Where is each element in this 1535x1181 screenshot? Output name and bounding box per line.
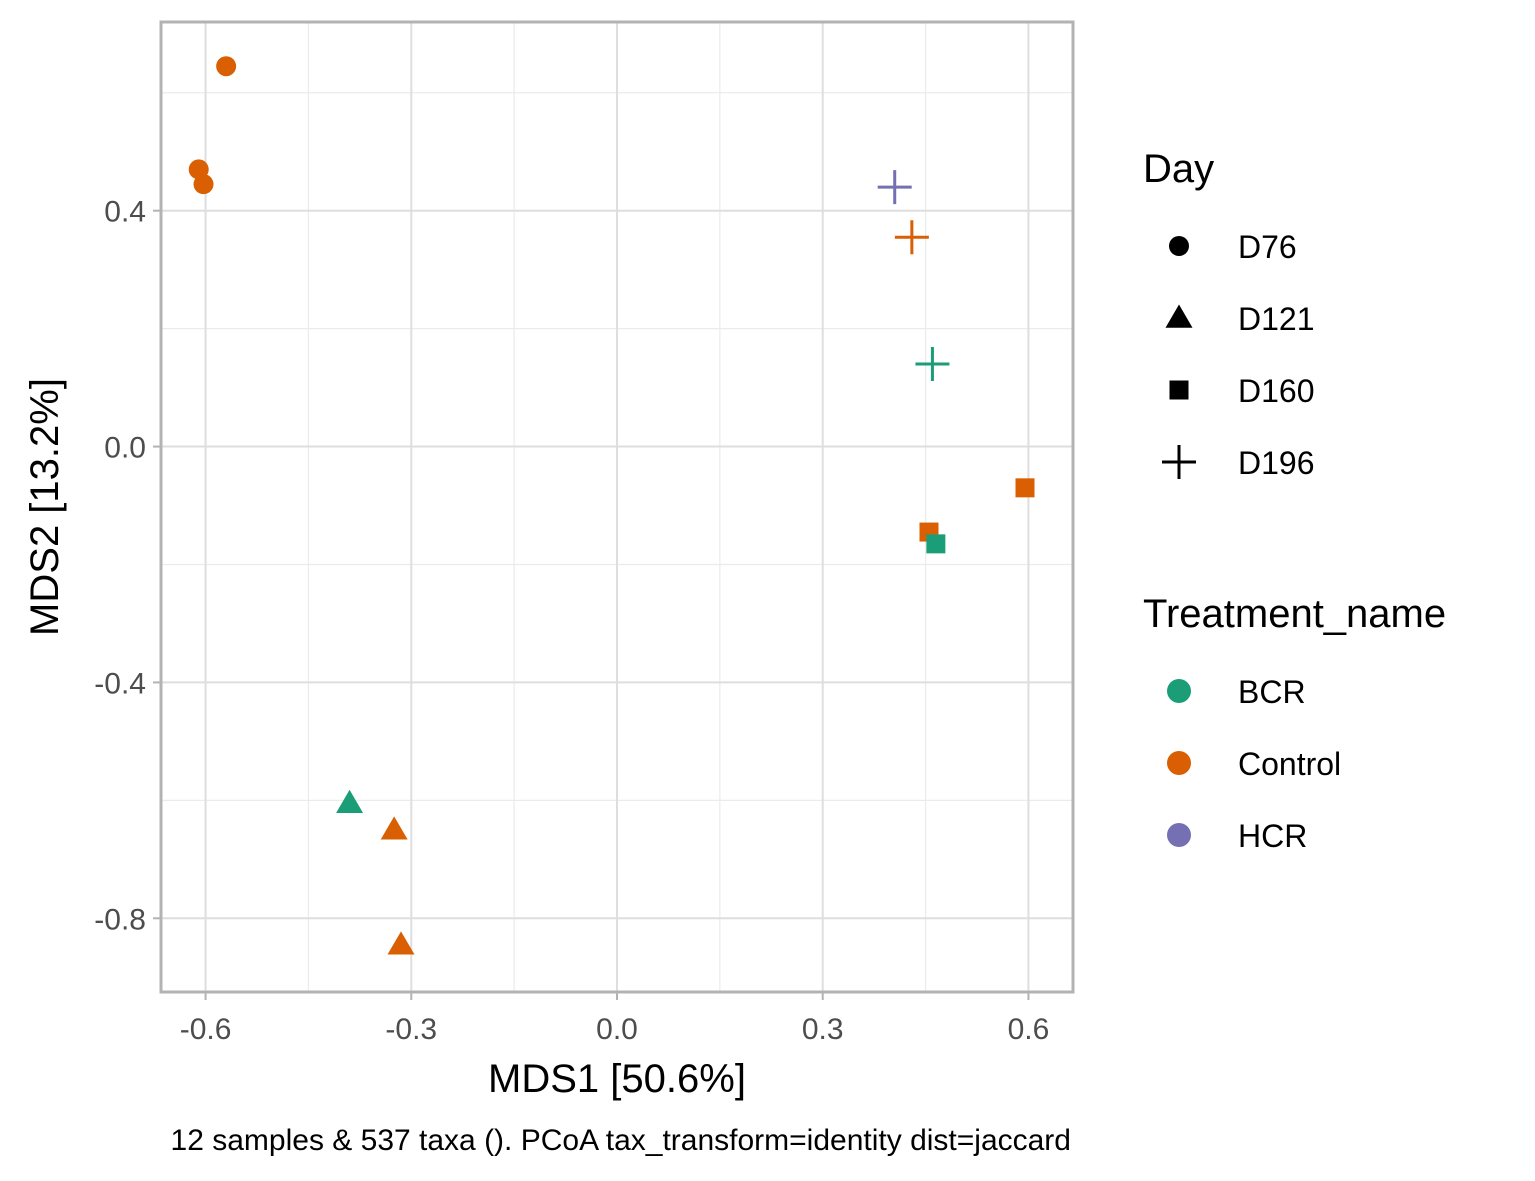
legend-key-d160-square-icon [1169,380,1189,400]
legend-label-bcr: BCR [1238,674,1306,710]
legend: Day D76 D121 D160 D196 Treatment_name BCR Contr… [1143,147,1446,854]
legend-label-hcr: HCR [1238,818,1307,854]
legend-label-d76: D76 [1238,229,1297,265]
data-points [188,56,1035,955]
data-point-d121-bcr [336,789,364,814]
x-tick-label: 0.6 [1008,1013,1050,1046]
legend-label-d160: D160 [1238,373,1315,409]
legend-title-day: Day [1143,147,1214,191]
x-tick-label: -0.3 [385,1013,437,1046]
data-point-d196-control [894,220,929,255]
x-tick-label: 0.0 [596,1013,638,1046]
data-point-d121-control [380,816,408,840]
data-point-d196-hcr [877,170,912,205]
x-axis-ticks: -0.6 -0.3 0.0 0.3 0.6 [180,992,1050,1046]
legend-key-d76-circle-icon [1169,236,1189,256]
legend-key-control-circle-icon [1167,751,1191,775]
legend-key-d196-plus-icon [1162,445,1196,479]
x-axis-label: MDS1 [50.6%] [488,1057,746,1101]
data-point-d121-control [387,931,415,955]
legend-label-d121: D121 [1238,301,1315,337]
y-axis-ticks: -0.8 -0.4 0.0 0.4 [94,196,161,936]
legend-key-bcr-circle-icon [1167,679,1191,703]
data-point-d160-control [1015,478,1035,498]
y-tick-label: -0.8 [94,903,146,936]
y-tick-label: 0.0 [104,432,146,465]
legend-key-hcr-circle-icon [1167,823,1191,847]
legend-label-d196: D196 [1238,445,1315,481]
legend-label-control: Control [1238,746,1341,782]
x-tick-label: 0.3 [802,1013,844,1046]
data-point-d196-bcr [915,347,950,382]
legend-key-d121-triangle-icon [1165,304,1193,328]
data-point-d76-control [216,56,237,77]
y-axis-label: MDS2 [13.2%] [23,378,67,636]
data-point-d76-control [193,174,214,195]
grid-lines [161,22,1073,992]
data-point-d160-bcr [926,534,946,554]
legend-title-treatment: Treatment_name [1143,592,1446,636]
chart-caption: 12 samples & 537 taxa (). PCoA tax_trans… [171,1124,1071,1157]
y-tick-label: -0.4 [94,667,146,700]
y-tick-label: 0.4 [104,196,146,229]
x-tick-label: -0.6 [180,1013,232,1046]
